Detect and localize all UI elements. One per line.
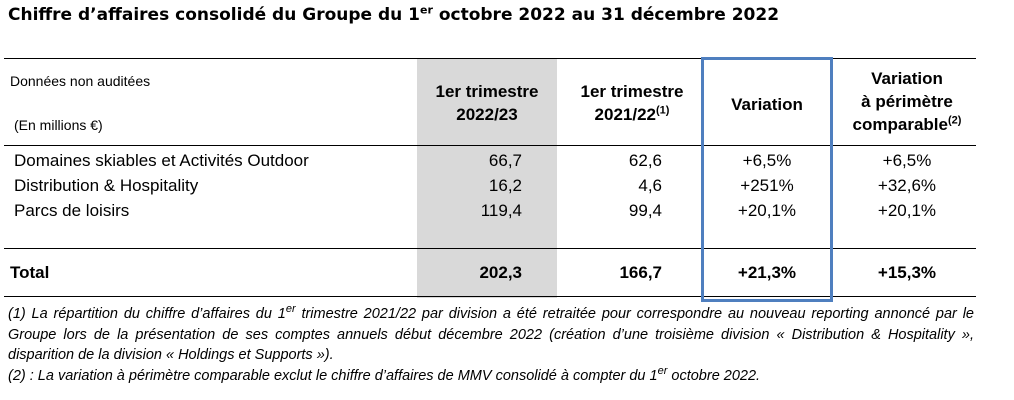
cell-variation-comparable: +20,1% <box>877 201 937 220</box>
cell-variation: +6,5% <box>742 151 792 170</box>
header-q1-2022-23: 1er trimestre 2022/23 <box>435 82 539 124</box>
total-top-rule <box>4 248 976 249</box>
page-title: Chiffre d’affaires consolidé du Groupe d… <box>8 3 780 25</box>
header-variation-comparable: Variation à périmètre comparable(2) <box>852 69 962 134</box>
total-variation-comparable: +15,3% <box>877 263 937 282</box>
cell-q1-2022-23: 16,2 <box>488 176 522 195</box>
unaudited-note: Données non auditées <box>10 73 151 89</box>
footnote-2: (2) : La variation à périmètre comparabl… <box>8 364 761 384</box>
cell-variation: +20,1% <box>737 201 797 220</box>
title-superscript: er <box>420 3 433 17</box>
header-q1-2021-22: 1er trimestre 2021/22(1) <box>580 82 684 124</box>
footnotes: (1) La répartition du chiffre d’affaires… <box>8 304 974 386</box>
header-bottom-rule <box>4 145 976 146</box>
cell-q1-2021-22: 99,4 <box>628 201 662 220</box>
cell-q1-2022-23: 119,4 <box>480 201 522 220</box>
total-q1-2022-23: 202,3 <box>479 263 522 282</box>
header-variation: Variation <box>731 95 803 114</box>
cell-q1-2022-23: 66,7 <box>488 151 522 170</box>
row-label: Parcs de loisirs <box>14 201 130 220</box>
cell-q1-2021-22: 4,6 <box>638 176 662 195</box>
cell-q1-2021-22: 62,6 <box>628 151 662 170</box>
footnote-1: (1) La répartition du chiffre d’affaires… <box>8 303 975 363</box>
cell-variation: +251% <box>740 176 794 195</box>
variation-column-highlight <box>701 57 833 302</box>
total-label: Total <box>10 263 50 282</box>
current-quarter-column-shade <box>417 59 557 298</box>
total-variation: +21,3% <box>737 263 797 282</box>
row-label: Domaines skiables et Activités Outdoor <box>14 151 309 170</box>
table-top-rule <box>4 58 976 59</box>
cell-variation-comparable: +32,6% <box>877 176 937 195</box>
cell-variation-comparable: +6,5% <box>882 151 932 170</box>
total-q1-2021-22: 166,7 <box>619 263 662 282</box>
unit-label: (En millions €) <box>14 117 103 133</box>
row-label: Distribution & Hospitality <box>14 176 199 195</box>
table-bottom-rule <box>4 296 976 297</box>
